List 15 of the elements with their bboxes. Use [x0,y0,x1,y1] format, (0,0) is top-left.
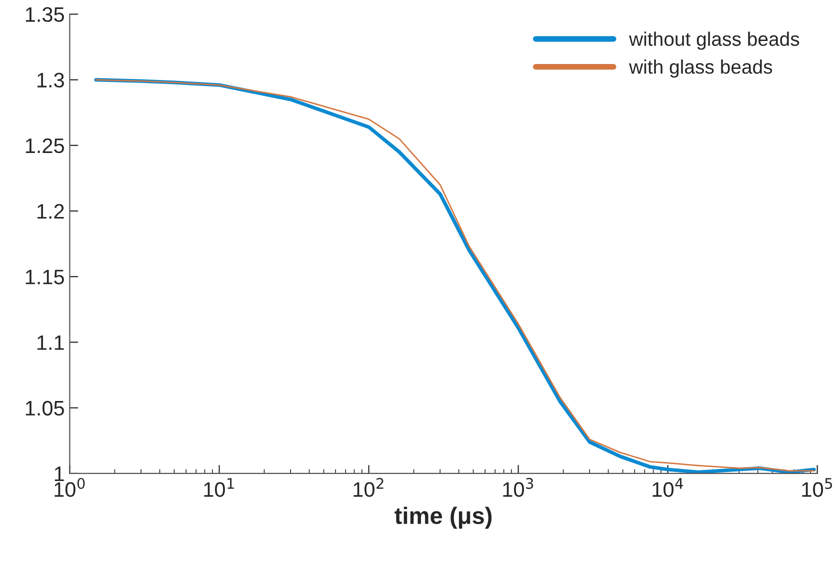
y-tick-label: 1.2 [37,204,64,219]
y-tick-label: 1.05 [26,400,64,416]
x-axis-title: time (μs) [394,506,492,529]
y-tick-label: 1.35 [26,7,64,22]
x-tick-label: 10$^{5}$ [802,478,832,497]
x-tick-label: 10$^{2}$ [354,478,384,497]
y-tick-label: 1.15 [26,270,64,284]
legend-label: without glass beads [629,32,800,50]
x-tick-label: 10$^{1}$ [204,478,234,497]
y-tick-label: 1.1 [37,335,64,350]
x-tick-label: 10$^{4}$ [652,478,683,497]
y-tick-label: 1.25 [26,138,64,154]
x-tick-label: 10$^{3}$ [503,478,534,497]
y-tick-label: 1.3 [37,72,64,88]
legend-label: with glass beads [629,60,772,78]
